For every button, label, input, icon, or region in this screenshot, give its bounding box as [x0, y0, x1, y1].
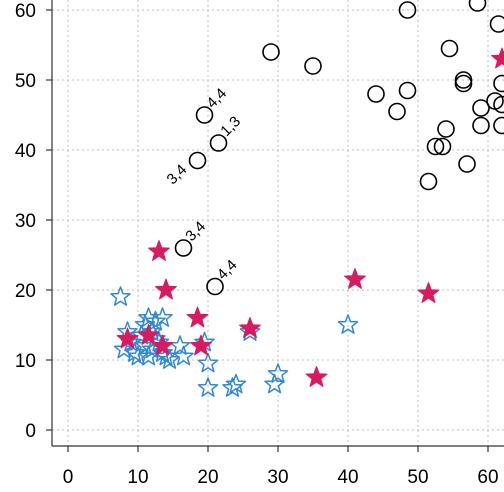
annotations: 4,41,33,43,44,4 [164, 85, 245, 283]
open-star-point-20 [169, 335, 191, 355]
circle-point-29 [493, 95, 504, 114]
filled-star-point-6 [190, 334, 212, 356]
filled-star-point-9 [344, 268, 366, 289]
filled-star-point-3 [151, 334, 174, 356]
grid [52, 0, 504, 446]
circle-point-6 [304, 57, 322, 75]
x-tick-label-0: 0 [63, 467, 74, 488]
filled-star-point-4 [155, 278, 177, 300]
circle-point-23 [472, 99, 490, 117]
filled-star-point-7 [239, 317, 261, 338]
tick-labels: 0 10 20 30 40 50 60 0 10 20 30 40 50 60 [15, 1, 499, 488]
circle-point-1 [188, 151, 207, 170]
filled-star-point-1 [137, 324, 160, 345]
y-tick-label-0: 0 [25, 421, 36, 442]
filled-star-point-2 [148, 240, 170, 261]
x-tick-label-50: 50 [407, 467, 428, 488]
open-star-point-30 [337, 314, 359, 334]
circle-point-2 [195, 106, 214, 124]
circle-point-3 [206, 277, 224, 296]
circle-point-21 [458, 155, 476, 173]
circle-point-26 [489, 15, 504, 33]
x-tick-label-20: 20 [197, 467, 218, 488]
open-star-point-29 [267, 363, 289, 383]
open-star-point-28 [264, 373, 285, 394]
data-points [110, 0, 504, 397]
open-star-point-4 [124, 342, 145, 362]
circle-point-20 [454, 71, 473, 89]
open-star-point-17 [152, 307, 173, 327]
x-tick-label-60: 60 [477, 467, 498, 488]
circle-point-22 [468, 0, 487, 12]
circle-point-4 [209, 134, 228, 152]
open-star-point-26 [225, 373, 247, 394]
filled-star-point-0 [116, 327, 139, 349]
point-annotation-2: 3,4 [164, 161, 191, 188]
y-tick-label-60: 60 [15, 1, 36, 22]
open-star-point-0 [110, 286, 131, 306]
circle-point-19 [454, 74, 473, 93]
circle-point-28 [493, 74, 504, 93]
filled-star-point-8 [305, 366, 328, 387]
filled-star-point-11 [491, 47, 504, 69]
circle-point-27 [493, 116, 504, 135]
open-star-point-19 [159, 349, 180, 369]
open-star-point-14 [145, 310, 166, 331]
open-star-point-10 [138, 345, 159, 366]
circle-point-0 [174, 239, 193, 257]
y-tick-label-40: 40 [15, 141, 36, 162]
x-tick-label-30: 30 [267, 467, 288, 488]
y-tick-label-20: 20 [15, 281, 36, 302]
circle-point-8 [367, 85, 385, 103]
open-star-point-25 [222, 377, 243, 397]
circle-point-15 [433, 137, 452, 156]
y-tick-label-50: 50 [15, 71, 36, 92]
circle-point-13 [419, 172, 438, 191]
circle-point-10 [388, 102, 406, 121]
y-tick-label-30: 30 [15, 211, 36, 232]
circle-point-5 [262, 43, 280, 61]
x-tick-label-10: 10 [127, 467, 148, 488]
axes [46, 0, 504, 452]
x-tick-label-40: 40 [337, 467, 358, 488]
circle-point-11 [398, 1, 417, 19]
open-star-point-23 [197, 352, 219, 373]
circle-point-16 [437, 120, 455, 138]
open-star-point-21 [173, 345, 194, 366]
open-star-point-24 [197, 377, 219, 397]
circle-point-24 [472, 116, 490, 135]
circle-point-17 [440, 39, 459, 58]
circle-point-14 [426, 137, 445, 156]
circle-point-12 [398, 81, 417, 100]
y-tick-label-10: 10 [15, 351, 36, 372]
open-star-point-27 [239, 321, 261, 341]
filled-star-point-5 [186, 306, 209, 328]
filled-star-point-10 [417, 282, 440, 303]
